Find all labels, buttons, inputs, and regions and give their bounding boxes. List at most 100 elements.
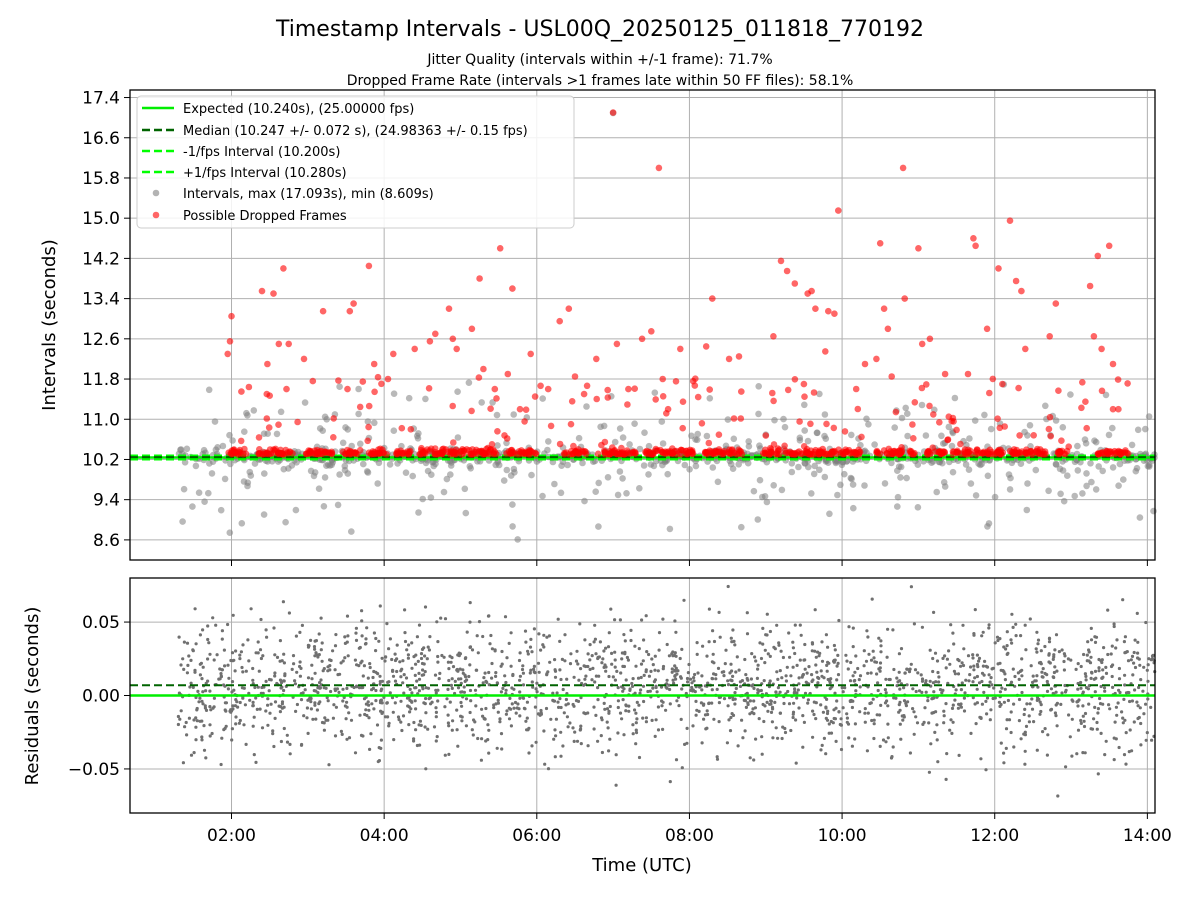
residual-point	[733, 702, 737, 706]
interval-point	[310, 472, 318, 480]
residuals-xtick-label: 08:00	[665, 826, 714, 846]
residual-point	[605, 720, 609, 724]
residual-point	[437, 677, 441, 681]
dropped-frame-point	[725, 355, 733, 363]
dropped-frame-point	[270, 290, 277, 297]
residual-point	[971, 653, 975, 657]
residual-point	[851, 645, 855, 649]
residual-point	[933, 651, 938, 655]
residual-point	[446, 713, 450, 717]
residual-point	[936, 670, 940, 675]
residual-point	[400, 728, 404, 733]
residual-point	[187, 716, 191, 720]
dropped-frame-point	[1030, 432, 1037, 439]
dropped-frame-point	[378, 380, 385, 388]
residual-point	[371, 675, 375, 680]
residual-point	[208, 652, 212, 656]
dropped-frame-point	[781, 442, 788, 450]
dropped-frame-point	[228, 312, 235, 320]
dropped-frame-point	[730, 415, 738, 422]
residual-point	[189, 753, 194, 757]
residual-point	[877, 636, 881, 640]
residual-point	[933, 730, 937, 735]
dropped-frame-point	[936, 419, 943, 426]
residual-point	[220, 736, 224, 740]
interval-point	[686, 466, 693, 473]
interval-point	[462, 509, 470, 517]
legend: Expected (10.240s), (25.00000 fps) Media…	[136, 95, 575, 229]
residual-point	[874, 660, 879, 664]
residual-point	[1110, 644, 1114, 648]
dropped-frame-point	[953, 426, 960, 434]
residual-point	[1076, 699, 1080, 704]
residual-point	[704, 727, 708, 731]
residual-point	[832, 643, 837, 648]
residual-point	[455, 728, 459, 732]
interval-point	[941, 483, 949, 490]
residual-point	[848, 679, 853, 683]
residual-point	[1084, 678, 1088, 682]
residual-point	[838, 722, 842, 727]
residual-point	[650, 718, 654, 723]
dropped-frame-point	[411, 345, 419, 353]
residual-point	[273, 674, 277, 678]
residual-point	[957, 702, 961, 706]
dropped-frame-point	[995, 450, 1003, 457]
residual-point	[698, 685, 702, 689]
residual-point	[639, 688, 643, 692]
interval-point	[348, 442, 356, 450]
residual-point	[799, 633, 803, 637]
residual-point	[1054, 703, 1058, 707]
interval-point	[371, 419, 378, 427]
residual-point	[1001, 669, 1005, 673]
residual-point	[1014, 622, 1018, 626]
residual-point	[889, 756, 894, 760]
residual-point	[865, 629, 869, 633]
residual-point	[341, 687, 345, 691]
dropped-frame-point	[812, 305, 819, 313]
residual-point	[280, 702, 284, 706]
dropped-frame-point	[425, 385, 433, 392]
residual-point	[826, 660, 830, 664]
dropped-frame-point	[275, 421, 282, 429]
residual-point	[546, 670, 550, 674]
dropped-frame-point	[788, 450, 796, 458]
residual-point	[1046, 733, 1050, 737]
residual-point	[718, 635, 722, 639]
dropped-frame-point	[475, 374, 483, 381]
residual-point	[202, 748, 207, 752]
residual-point	[894, 696, 898, 700]
residual-point	[177, 635, 181, 639]
residual-point	[673, 664, 677, 668]
residual-point	[259, 656, 263, 661]
residual-point	[355, 684, 359, 688]
residual-point	[436, 640, 440, 644]
residual-point	[878, 661, 883, 665]
residual-point	[1093, 705, 1097, 710]
residual-point	[399, 720, 403, 724]
interval-point	[427, 494, 435, 501]
residual-point	[1082, 719, 1086, 723]
residual-point	[740, 679, 745, 683]
residual-point	[532, 664, 537, 669]
residual-point	[614, 783, 618, 787]
residual-point	[624, 703, 628, 707]
residual-point	[603, 707, 607, 711]
residual-point	[319, 616, 323, 620]
dropped-frame-point	[821, 451, 828, 458]
dropped-frame-point	[263, 415, 271, 422]
residual-point	[922, 720, 926, 725]
residual-point	[368, 665, 372, 670]
residual-point	[379, 738, 383, 742]
residual-point	[200, 738, 204, 742]
residual-point	[476, 736, 480, 741]
residual-point	[814, 663, 818, 667]
residual-point	[456, 653, 460, 657]
residual-point	[176, 714, 180, 719]
residual-point	[963, 691, 967, 695]
residual-point	[189, 681, 193, 685]
residual-point	[858, 685, 862, 689]
residual-point	[1149, 705, 1153, 710]
residual-point	[1122, 697, 1126, 702]
residual-point	[1130, 654, 1135, 659]
